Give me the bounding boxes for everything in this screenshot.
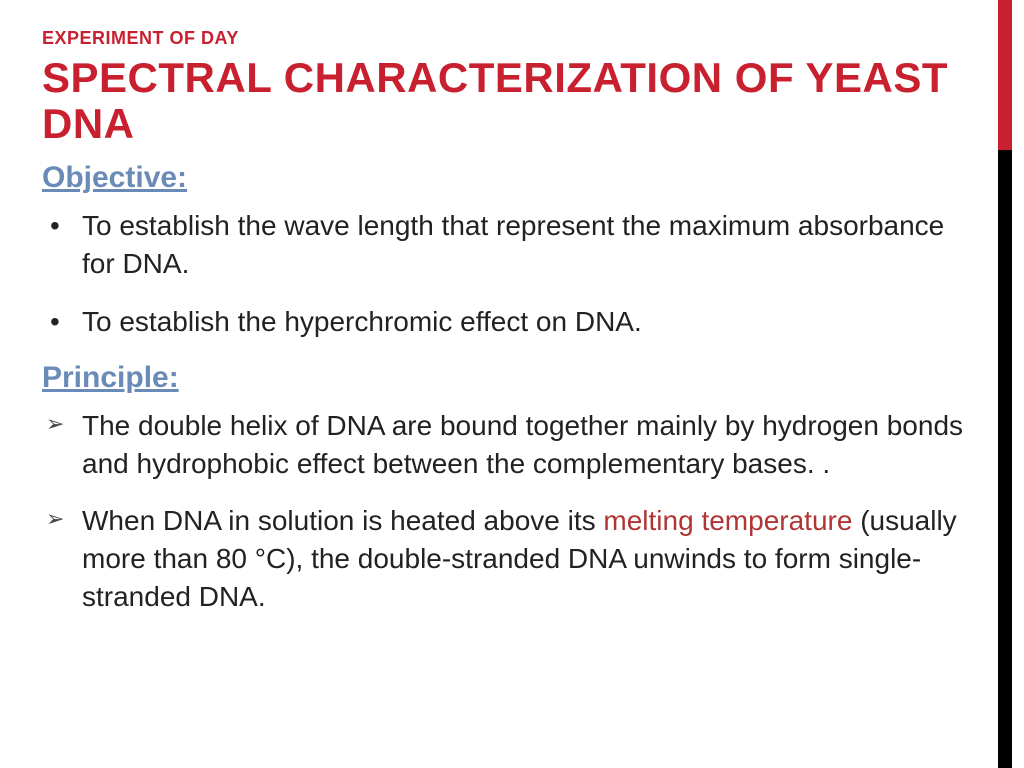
list-item: To establish the wave length that repres… <box>42 207 964 283</box>
slide-title: SPECTRAL CHARACTERIZATION OF YEAST DNA <box>42 55 964 147</box>
principle-heading: Principle: <box>42 361 964 395</box>
objective-list: To establish the wave length that repres… <box>42 207 964 340</box>
accent-bar-black <box>998 150 1012 768</box>
list-item: The double helix of DNA are bound togeth… <box>42 407 964 483</box>
kicker-text: EXPERIMENT OF DAY <box>42 28 964 49</box>
text-run <box>289 448 297 479</box>
list-item: To establish the hyperchromic effect on … <box>42 303 964 341</box>
principle-list: The double helix of DNA are bound togeth… <box>42 407 964 616</box>
accent-bar-red <box>998 0 1012 150</box>
list-item: When DNA in solution is heated above its… <box>42 502 964 615</box>
highlight-text: melting temperature <box>603 505 852 536</box>
objective-heading: Objective: <box>42 161 964 195</box>
text-run: When DNA in solution is heated above its <box>82 505 603 536</box>
text-run: effect between the complementary bases. … <box>297 448 830 479</box>
slide-content: EXPERIMENT OF DAY SPECTRAL CHARACTERIZAT… <box>0 0 1024 616</box>
